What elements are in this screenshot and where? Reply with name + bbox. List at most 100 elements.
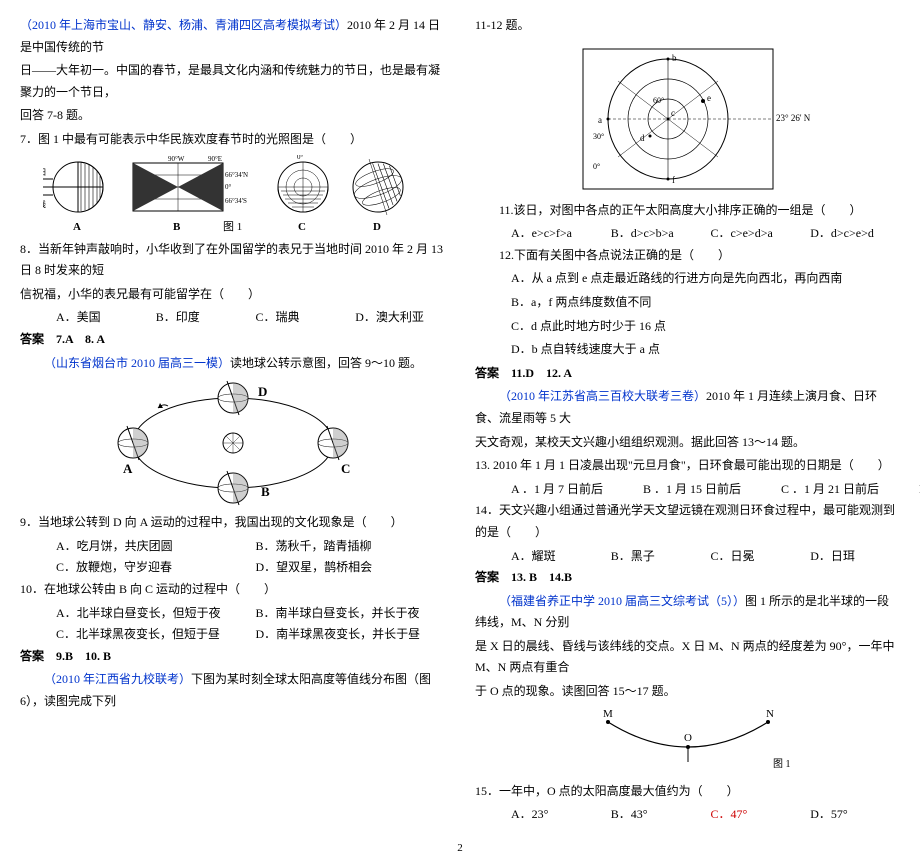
svg-text:e: e [707,93,711,103]
q11-opt-d: D．d>c>e>d [810,223,900,245]
question-12: 12.下面有关图中各点说法正确的是（ ） [475,245,900,267]
svg-text:90°W: 90°W [168,155,185,163]
q15-opt-d: D．57° [810,804,900,826]
earth-c [318,426,348,460]
q12-opt-b: B．a，f 两点纬度数值不同 [475,292,900,314]
q11-opt-b: B．d>c>b>a [611,223,701,245]
q10-opt-b: B．南半球白昼变长，并长于夜 [256,603,446,625]
question-10: 10．在地球公转由 B 向 C 运动的过程中（ ） [20,579,445,601]
q13-opt-b: B ．1 月 15 日前后 [643,479,741,501]
question-9: 9．当地球公转到 D 向 A 运动的过程中，我国出现的文化现象是（ ） [20,512,445,534]
q14-opt-c: C．日冕 [711,546,801,568]
q8-options: A．美国 B．印度 C．瑞典 D．澳大利亚 [20,307,445,329]
q11-opt-c: C．c>e>d>a [711,223,801,245]
q9-opt-d: D．望双星，鹊桥相会 [256,557,446,579]
svg-text:A: A [123,461,133,476]
svg-text:c: c [671,108,675,118]
svg-text:N: N [766,708,774,720]
answer-13-14: 答案 13. B 14.B [475,567,900,589]
answer-9-10: 答案 9.B 10. B [20,646,445,668]
intro-5: （福建省养正中学 2010 届高三文综考试（5））图 1 所示的是北半球的一段纬… [475,591,900,634]
intro-4: （2010 年江苏省高三百校大联考三卷）2010 年 1 月连续上演月食、日环食… [475,386,900,429]
fig1-label-d: D [373,221,381,233]
intro-5b: 是 X 日的晨线、昏线与该纬线的交点。X 日 M、N 两点的经度差为 90°，一… [475,636,900,679]
question-8a: 8．当新年钟声敲响时，小华收到了在外国留学的表兄于当地时间 2010 年 2 月… [20,239,445,282]
intro-1c: 回答 7-8 题。 [20,105,445,127]
left-column: （2010 年上海市宝山、静安、杨浦、青浦四区高考模拟考试）2010 年 2 月… [20,15,445,826]
question-11: 11.该日，对图中各点的正午太阳高度大小排序正确的一组是（ ） [475,200,900,222]
svg-text:光线: 光线 [43,199,46,209]
intro-4b: 天文奇观，某校天文兴趣小组组织观测。据此回答 13～14 题。 [475,432,900,454]
fig1-label-c: C [298,221,306,233]
q11-opt-a: A．e>c>f>a [511,223,601,245]
svg-text:60°: 60° [653,96,664,105]
q10-opt-d: D．南半球黑夜变长，并长于昼 [256,624,446,646]
q14-opt-b: B．黑子 [611,546,701,568]
svg-text:a: a [598,115,602,125]
q12-opt-c: C．d 点此时地方时少于 16 点 [475,316,900,338]
svg-text:C: C [341,461,350,476]
q15-opt-c: C．47° [711,804,801,826]
svg-text:66°34'N: 66°34'N [225,171,248,179]
svg-text:f: f [672,175,675,185]
source-4: （2010 年江苏省高三百校大联考三卷） [499,389,706,403]
question-7: 7．图 1 中最有可能表示中华民族欢度春节时的光照图是（ ） [20,129,445,151]
svg-text:23° 26' N: 23° 26' N [776,113,811,123]
intro-2: （山东省烟台市 2010 届高三一模）读地球公转示意图，回答 9～10 题。 [20,353,445,375]
q8-opt-c: C．瑞典 [256,307,346,329]
source-1: （2010 年上海市宝山、静安、杨浦、青浦四区高考模拟考试） [20,18,347,32]
q13-opt-c: C ．1 月 21 日前后 [781,479,879,501]
figure-1: 太阳 光线 90°W 90°E 66°34'N 0° 66°34'S [20,155,445,235]
q8-opt-a: A．美国 [56,307,146,329]
earth-a [118,426,148,460]
sun-label: 太阳 [43,167,46,177]
fig1-label-b: B [173,221,181,233]
question-15: 15．一年中，O 点的太阳高度最大值约为（ ） [475,781,900,803]
q14-opt-d: D．日珥 [810,546,900,568]
q9-options-1: A．吃月饼，共庆团圆 B．荡秋千，踏青插柳 [20,536,445,558]
intro-5c: 于 O 点的现象。读图回答 15～17 题。 [475,681,900,703]
svg-text:B: B [261,484,270,499]
q10-options-1: A．北半球白昼变长，但短于夜 B．南半球白昼变长，并长于夜 [20,603,445,625]
intro-1: （2010 年上海市宝山、静安、杨浦、青浦四区高考模拟考试）2010 年 2 月… [20,15,445,58]
cont-11-12: 11-12 题。 [475,15,900,37]
answer-11-12: 答案 11.D 12. A [475,363,900,385]
figure-4: M N O 图 1 [475,707,900,777]
question-14: 14．天文兴趣小组通过普通光学天文望远镜在观测日环食过程中，最可能观测到的是（ … [475,500,900,543]
q14-options: A．耀斑 B．黑子 C．日冕 D．日珥 [475,546,900,568]
svg-text:0°: 0° [593,162,600,171]
svg-text:66°34'S: 66°34'S [225,197,247,205]
svg-text:0°: 0° [297,155,304,161]
q12-opt-d: D．b 点自转线速度大于 a 点 [475,339,900,361]
right-column: 11-12 题。 c b e d a f 23° 26' N 60° 30° [475,15,900,826]
answer-7-8: 答案 7.A 8. A [20,329,445,351]
q13-opt-a: A ．1 月 7 日前后 [511,479,603,501]
svg-text:d: d [640,133,645,143]
figure-2: A B C D [20,378,445,508]
q15-opt-b: B．43° [611,804,701,826]
q8-opt-d: D．澳大利亚 [355,307,445,329]
svg-text:90°E: 90°E [208,155,222,163]
figure-3: c b e d a f 23° 26' N 60° 30° 0° [475,41,900,196]
q9-opt-b: B．荡秋千，踏青插柳 [256,536,446,558]
svg-text:M: M [603,708,613,720]
q14-opt-a: A．耀斑 [511,546,601,568]
svg-text:30°: 30° [593,132,604,141]
q15-opt-a: A．23° [511,804,601,826]
q9-opt-a: A．吃月饼，共庆团圆 [56,536,246,558]
question-8b: 信祝福，小华的表兄最有可能留学在（ ） [20,284,445,306]
q15-options: A．23° B．43° C．47° D．57° [475,804,900,826]
q10-opt-a: A．北半球白昼变长，但短于夜 [56,603,246,625]
fig1-label-a: A [73,221,81,233]
q11-options: A．e>c>f>a B．d>c>b>a C．c>e>d>a D．d>c>e>d [475,223,900,245]
page-number: 2 [0,839,920,859]
q9-options-2: C．放鞭炮，守岁迎春 D．望双星，鹊桥相会 [20,557,445,579]
q12-opt-a: A．从 a 点到 e 点走最近路线的行进方向是先向西北，再向西南 [475,268,900,290]
svg-text:b: b [672,53,677,63]
svg-text:O: O [684,732,692,744]
source-5: （福建省养正中学 2010 届高三文综考试（5）） [499,594,745,608]
svg-text:0°: 0° [225,183,232,191]
q9-opt-c: C．放鞭炮，守岁迎春 [56,557,246,579]
earth-d [218,381,248,415]
source-3: （2010 年江西省九校联考） [44,672,191,686]
